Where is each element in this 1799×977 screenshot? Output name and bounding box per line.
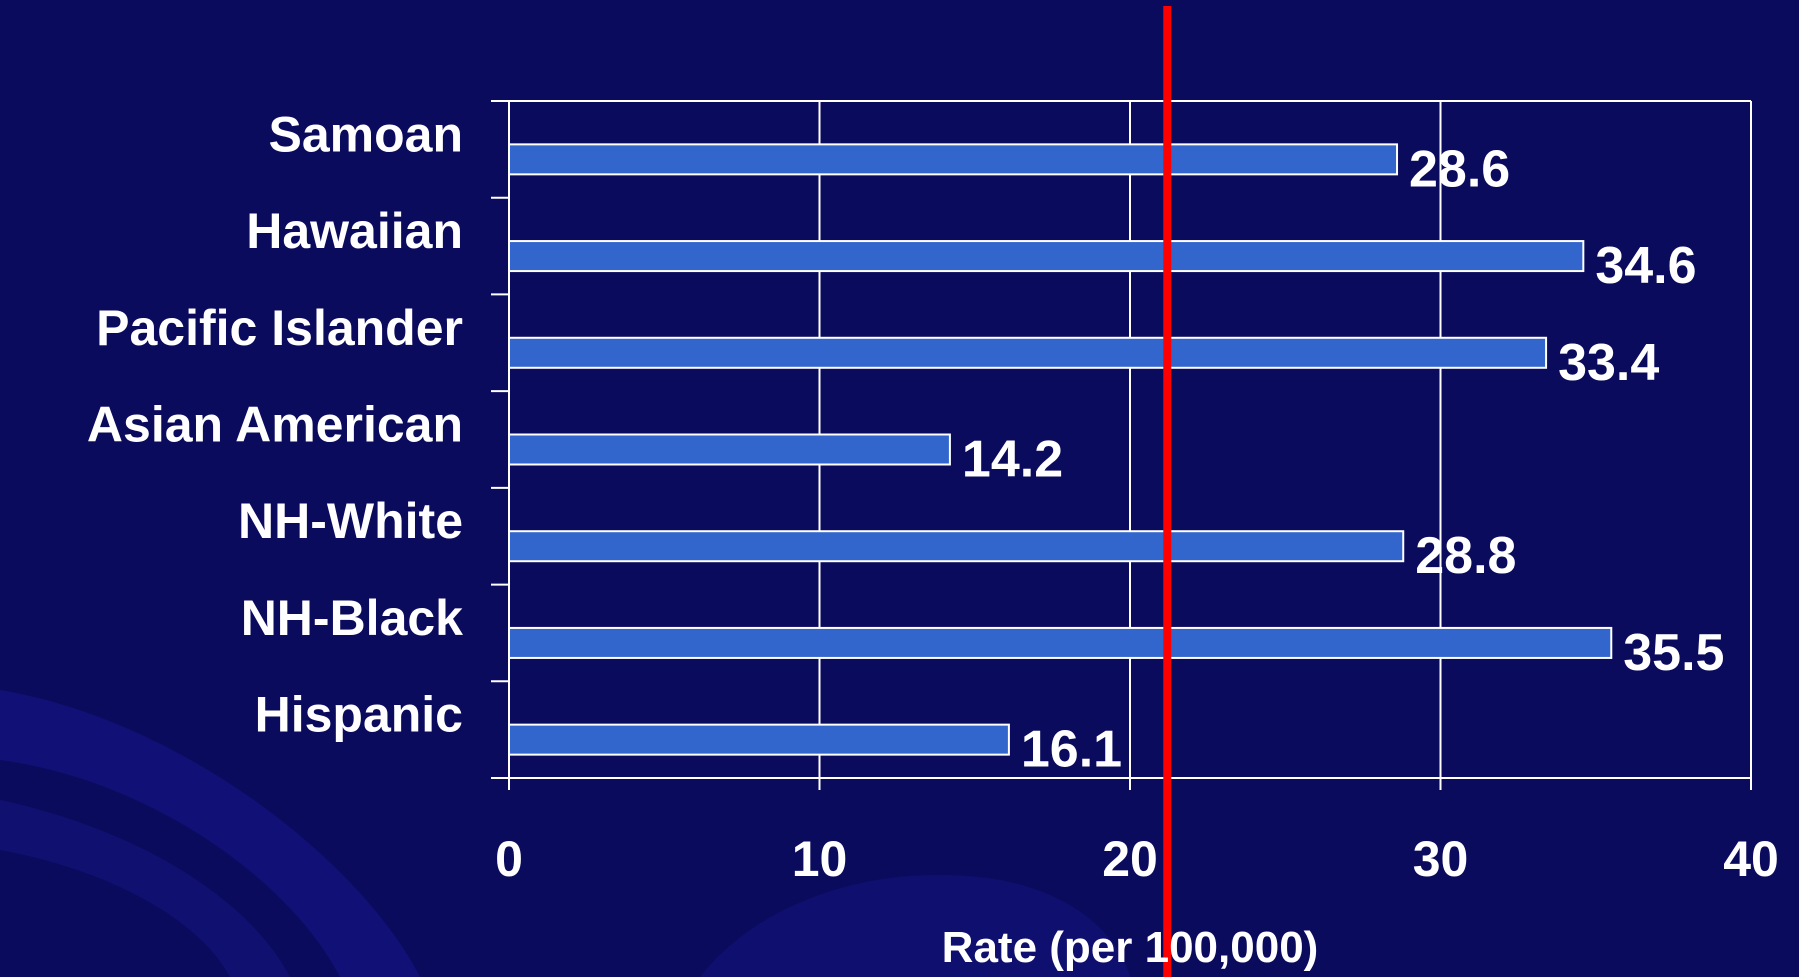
background-swirl	[0, 690, 420, 977]
category-label: NH-White	[238, 493, 463, 549]
x-tick-label: 40	[1723, 831, 1779, 887]
x-tick-label: 0	[495, 831, 523, 887]
category-label: Asian American	[87, 397, 463, 453]
axes	[491, 100, 1752, 790]
data-label: 14.2	[962, 431, 1063, 489]
background-swirl	[700, 874, 1130, 977]
bar	[508, 723, 1010, 756]
bars	[508, 143, 1613, 756]
category-label: Pacific Islander	[96, 300, 463, 356]
x-tick-label: 10	[792, 831, 848, 887]
category-label: Hawaiian	[246, 203, 463, 259]
gridlines	[818, 101, 1752, 778]
category-label: NH-Black	[241, 590, 463, 646]
x-tick-label: 30	[1413, 831, 1469, 887]
data-label: 28.8	[1415, 527, 1516, 585]
bar	[508, 336, 1548, 369]
data-label: 35.5	[1623, 624, 1724, 682]
data-label: 16.1	[1021, 721, 1122, 779]
data-label: 34.6	[1595, 237, 1696, 295]
bar	[508, 433, 951, 466]
bar	[508, 240, 1585, 273]
data-label: 28.6	[1409, 140, 1510, 198]
bar	[508, 530, 1405, 563]
background-swirl	[0, 800, 290, 977]
category-label: Samoan	[268, 106, 463, 162]
bar	[508, 626, 1613, 659]
category-label: Hispanic	[255, 687, 463, 743]
labels: 0 10 20 30 40 Samoan 28.6 Hawaiian 34.6 Pacific I…	[87, 106, 1779, 887]
data-label: 33.4	[1558, 334, 1659, 392]
x-tick-label: 20	[1102, 831, 1158, 887]
bar	[508, 143, 1399, 176]
x-axis-title: Rate (per 100,000)	[942, 923, 1319, 972]
